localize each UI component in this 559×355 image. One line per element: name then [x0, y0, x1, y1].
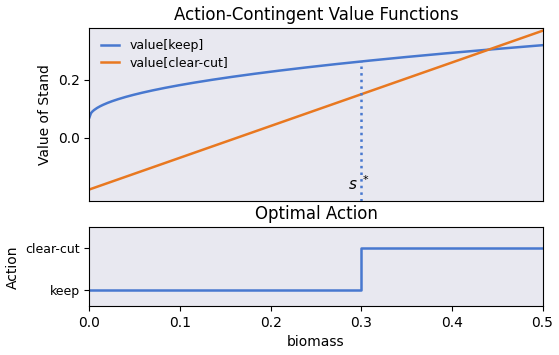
Title: Optimal Action: Optimal Action	[254, 205, 377, 223]
value[clear-cut]	[497, 44, 504, 48]
value[clear-cut]	[354, 93, 361, 98]
Legend: value[keep], value[clear-cut]: value[keep], value[clear-cut]	[96, 34, 233, 74]
value[clear-cut]	[539, 29, 546, 33]
Text: s: s	[349, 178, 357, 192]
Text: *: *	[363, 175, 369, 185]
value[keep]	[86, 115, 93, 119]
value[keep]	[539, 43, 546, 47]
value[clear-cut]	[88, 187, 94, 191]
value[clear-cut]	[363, 90, 370, 94]
value[keep]	[356, 60, 363, 64]
X-axis label: biomass: biomass	[287, 335, 345, 349]
value[keep]	[363, 59, 370, 63]
value[keep]	[88, 111, 94, 115]
value[keep]	[354, 60, 361, 64]
Line: value[keep]: value[keep]	[89, 45, 542, 117]
value[keep]	[497, 47, 504, 51]
Y-axis label: Value of Stand: Value of Stand	[39, 64, 53, 165]
Line: value[clear-cut]: value[clear-cut]	[89, 31, 542, 190]
Y-axis label: Action: Action	[6, 245, 20, 289]
value[clear-cut]	[86, 187, 93, 192]
Title: Action-Contingent Value Functions: Action-Contingent Value Functions	[174, 6, 458, 23]
value[keep]	[468, 49, 475, 53]
value[clear-cut]	[356, 93, 363, 97]
value[clear-cut]	[468, 54, 475, 58]
